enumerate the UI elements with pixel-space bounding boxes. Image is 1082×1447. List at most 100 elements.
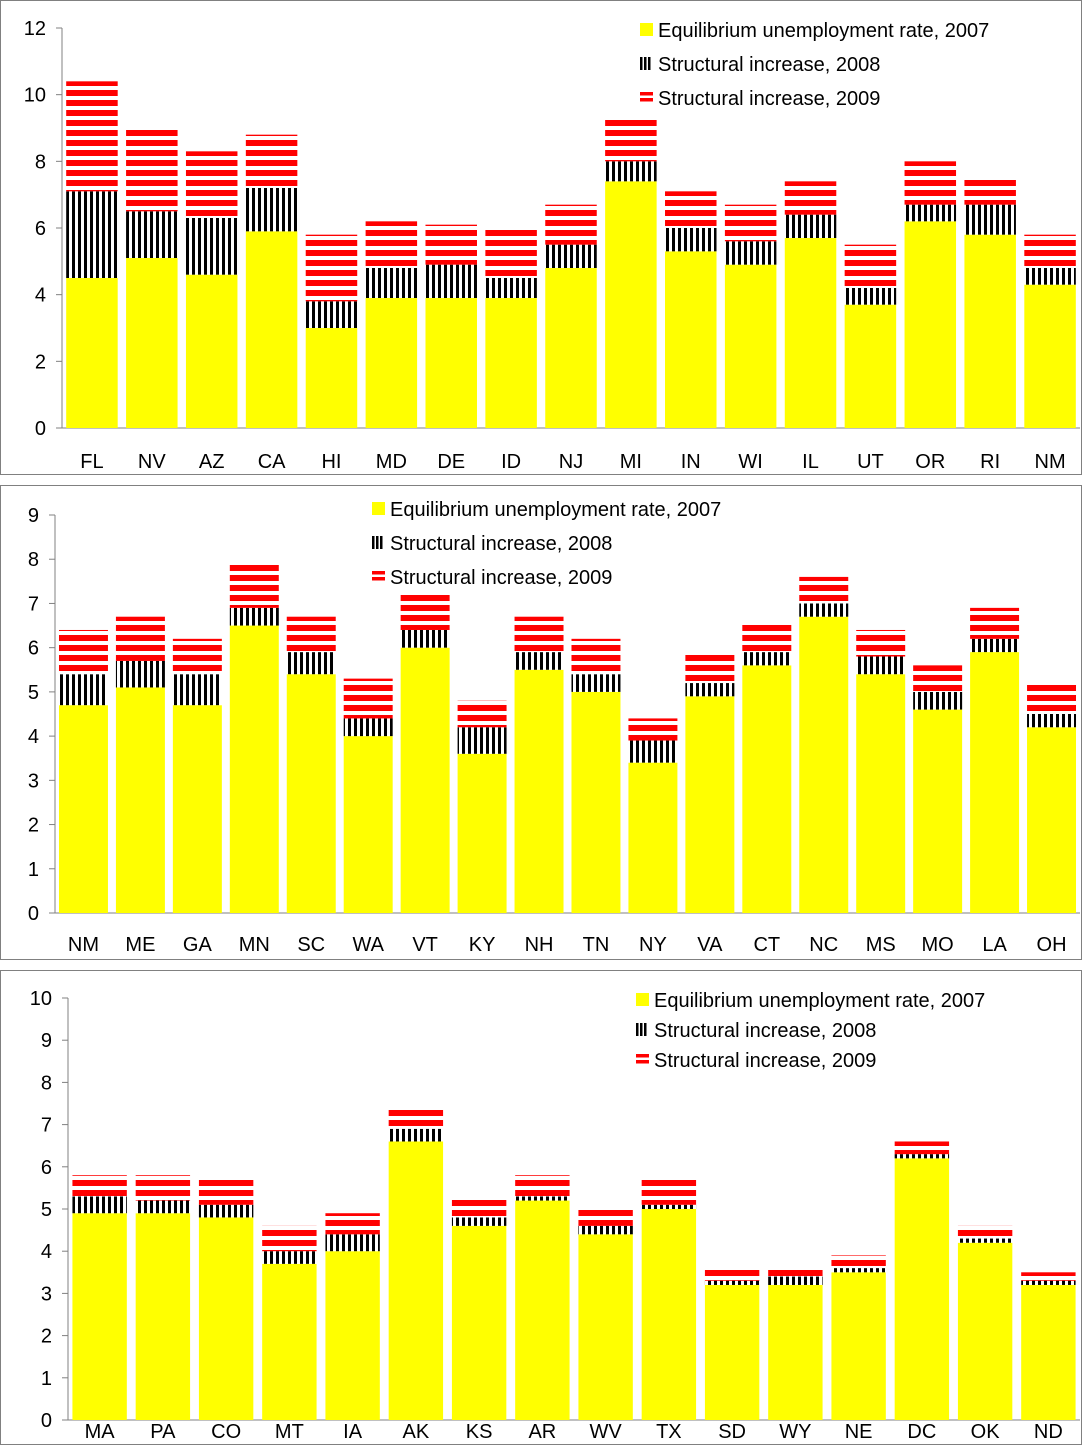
bar-de-series-1 (425, 298, 477, 428)
x-tick-label: CA (258, 451, 286, 473)
legend-label: Structural increase, 2008 (658, 54, 880, 76)
bar-sd-series-1 (704, 1284, 760, 1420)
bar-nd-series-2 (1021, 1280, 1076, 1285)
bar-co-series-3 (198, 1179, 254, 1205)
bar-wy-series-3 (768, 1268, 823, 1277)
x-tick-label: WA (352, 934, 384, 956)
bar-nv-series-2 (126, 211, 178, 258)
x-tick-label: WV (590, 1421, 623, 1443)
x-tick-label: CT (753, 934, 780, 956)
y-tick-label: 10 (24, 85, 46, 107)
y-tick-label: 6 (28, 638, 39, 660)
bar-oh-series-3 (1027, 683, 1077, 714)
legend-swatch-2009 (636, 1054, 649, 1064)
bar-nm-series-1 (1024, 284, 1076, 428)
bar-vt-series-2 (400, 629, 450, 648)
x-tick-label: WY (779, 1421, 811, 1443)
y-tick-label: 8 (41, 1072, 52, 1094)
legend-label: Structural increase, 2009 (654, 1050, 876, 1072)
chart-panel-2: 0 1 2 3 4 5 6 7 8 9 NM ME GA MN SC WA VT KY NH TN NY VA CT NC MS… (0, 485, 1082, 960)
bar-ny-series-1 (628, 762, 678, 913)
legend-swatch-2008 (636, 1023, 647, 1036)
bar-ga-series-1 (172, 705, 222, 913)
legend-label: Structural increase, 2008 (390, 533, 612, 555)
legend-label: Structural increase, 2009 (390, 567, 612, 589)
x-tick-label: AK (403, 1421, 430, 1443)
x-tick-label: NM (68, 934, 99, 956)
bar-ms-series-3 (856, 629, 906, 657)
bar-nd-series-1 (1021, 1284, 1076, 1420)
bar-wi-series-1 (724, 264, 777, 428)
bar-wi-series-3 (724, 204, 777, 242)
bar-pa-series-2 (135, 1200, 191, 1214)
x-tick-label: KY (469, 934, 496, 956)
chart-panel-1: 0 2 4 6 8 10 12 FL NV AZ CA HI MD DE ID NJ MI IN WI IL UT OR R… (0, 0, 1082, 475)
bar-nv-series-1 (126, 258, 178, 428)
x-tick-label: HI (321, 451, 341, 473)
bar-ca-series-3 (245, 134, 298, 188)
bar-de-series-3 (425, 224, 477, 265)
bar-nh-series-3 (514, 616, 564, 653)
bar-tn-series-2 (571, 674, 621, 692)
y-tick-label: 6 (41, 1157, 52, 1179)
legend-swatch-2009 (640, 92, 653, 102)
x-tick-label: IL (802, 451, 819, 473)
bar-ks-series-2 (451, 1217, 507, 1226)
x-tick-label: NM (1035, 451, 1066, 473)
bar-va-series-2 (685, 683, 735, 697)
bar-wa-series-2 (343, 718, 393, 737)
y-tick-label: 7 (28, 593, 39, 615)
x-tick-label: ND (1034, 1421, 1063, 1443)
bar-dc-series-1 (894, 1158, 950, 1420)
y-tick-label: 9 (28, 505, 39, 527)
bar-tx-series-2 (641, 1204, 697, 1209)
bar-ms-series-2 (856, 656, 906, 675)
x-tick-label: NV (138, 451, 166, 473)
bar-nm-series-2 (58, 674, 108, 706)
bar-sd-series-3 (704, 1268, 760, 1281)
bar-id-series-2 (485, 278, 537, 298)
x-tick-label: VA (697, 934, 723, 956)
legend-swatch-2007 (372, 502, 385, 515)
bar-id-series-1 (485, 298, 537, 428)
bar-ma-series-2 (72, 1196, 127, 1214)
bar-dc-series-3 (894, 1141, 950, 1155)
bar-nj-series-2 (545, 244, 597, 268)
bar-ak-series-3 (388, 1107, 444, 1129)
bar-hi-series-1 (305, 328, 358, 428)
bar-fl-series-3 (66, 81, 118, 192)
bar-wv-series-3 (578, 1209, 633, 1226)
bar-md-series-1 (365, 298, 418, 428)
x-tick-label: GA (183, 934, 213, 956)
x-tick-label: IN (681, 451, 701, 473)
legend-swatch-2007 (640, 23, 653, 36)
bar-mi-series-2 (605, 161, 657, 182)
x-tick-label: SC (297, 934, 325, 956)
bar-hi-series-2 (305, 301, 358, 328)
bar-id-series-3 (485, 228, 537, 278)
x-tick-label: MN (239, 934, 270, 956)
y-tick-label: 7 (41, 1115, 52, 1137)
bar-ia-series-1 (325, 1251, 380, 1420)
bar-ky-series-2 (457, 727, 507, 754)
x-tick-label: VT (412, 934, 438, 956)
legend-swatch-2007 (636, 993, 649, 1006)
bar-ct-series-2 (742, 652, 792, 666)
bar-or-series-1 (904, 221, 957, 428)
bar-ne-series-2 (831, 1268, 886, 1273)
bar-ny-series-3 (628, 718, 678, 741)
y-tick-label: 5 (41, 1199, 52, 1221)
bar-nm-series-3 (58, 629, 108, 675)
bar-ak-series-2 (388, 1128, 444, 1142)
bar-mo-series-3 (913, 665, 963, 692)
bar-la-series-2 (970, 638, 1020, 653)
bar-co-series-1 (198, 1217, 254, 1420)
bar-ri-series-3 (964, 178, 1016, 205)
x-tick-label: AZ (199, 451, 225, 473)
x-tick-label: OR (915, 451, 945, 473)
y-tick-label: 4 (41, 1241, 52, 1263)
bar-ri-series-1 (964, 234, 1016, 428)
bar-mt-series-3 (262, 1225, 317, 1252)
y-tick-label: 12 (24, 18, 46, 40)
x-tick-label: MS (866, 934, 896, 956)
